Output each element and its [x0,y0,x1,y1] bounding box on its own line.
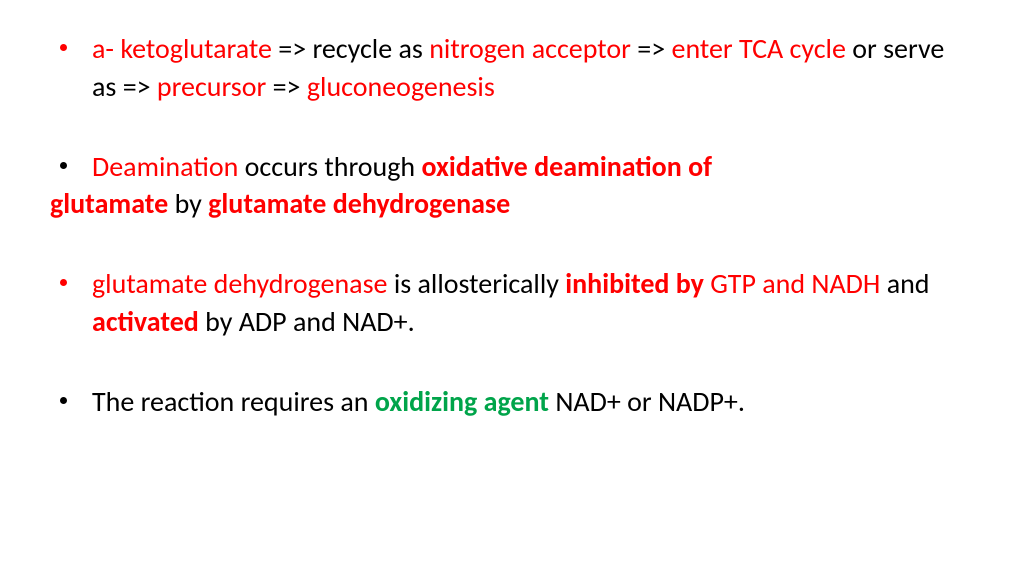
text-span: oxidative deamination of [421,149,712,184]
bullet-item: Deamination occurs through oxidative dea… [50,148,974,224]
text-span: => [637,31,671,66]
text-span: GTP and NADH [710,266,886,301]
bullet-text-line: glutamate dehydrogenase is allostericall… [92,266,930,339]
text-span: NAD+ or NADP+. [555,384,745,419]
text-span: precursor [157,69,273,104]
slide-content: a- ketoglutarate => recycle as nitrogen … [0,0,1024,493]
bullet-dot [60,279,67,286]
text-span: Deamination [92,149,245,184]
text-span: glutamate dehydrogenase [92,266,394,301]
bullet-text-line: a- ketoglutarate => recycle as nitrogen … [92,31,944,104]
bullet-item: The reaction requires an oxidizing agent… [50,383,974,421]
text-span: occurs through [245,149,422,184]
bullet-dot [60,44,67,51]
text-span: => [273,69,307,104]
text-span: glutamate dehydrogenase [208,186,510,221]
hanging-wrap: glutamate by glutamate dehydrogenase [50,185,974,223]
text-span: glutamate [50,186,175,221]
text-span: gluconeogenesis [307,69,495,104]
bullet-dot [60,162,67,169]
text-span: inhibited by [565,266,710,301]
bullet-dot [60,397,67,404]
text-span: activated [92,304,205,339]
bullet-item: a- ketoglutarate => recycle as nitrogen … [50,30,974,106]
text-span: by [175,186,209,221]
text-span: => recycle as [278,31,429,66]
text-span: oxidizing agent [375,384,555,419]
bullet-list: a- ketoglutarate => recycle as nitrogen … [50,30,974,421]
text-span: and [887,266,930,301]
text-span: The reaction requires an [92,384,375,419]
text-span: a- ketoglutarate [92,31,278,66]
text-span: is allosterically [394,266,565,301]
bullet-text-line: Deamination occurs through oxidative dea… [92,149,712,184]
text-span: by ADP and NAD+. [205,304,414,339]
text-span: nitrogen acceptor [429,31,637,66]
text-span: enter TCA cycle [672,31,853,66]
bullet-text-line: The reaction requires an oxidizing agent… [92,384,745,419]
bullet-item: glutamate dehydrogenase is allostericall… [50,265,974,341]
